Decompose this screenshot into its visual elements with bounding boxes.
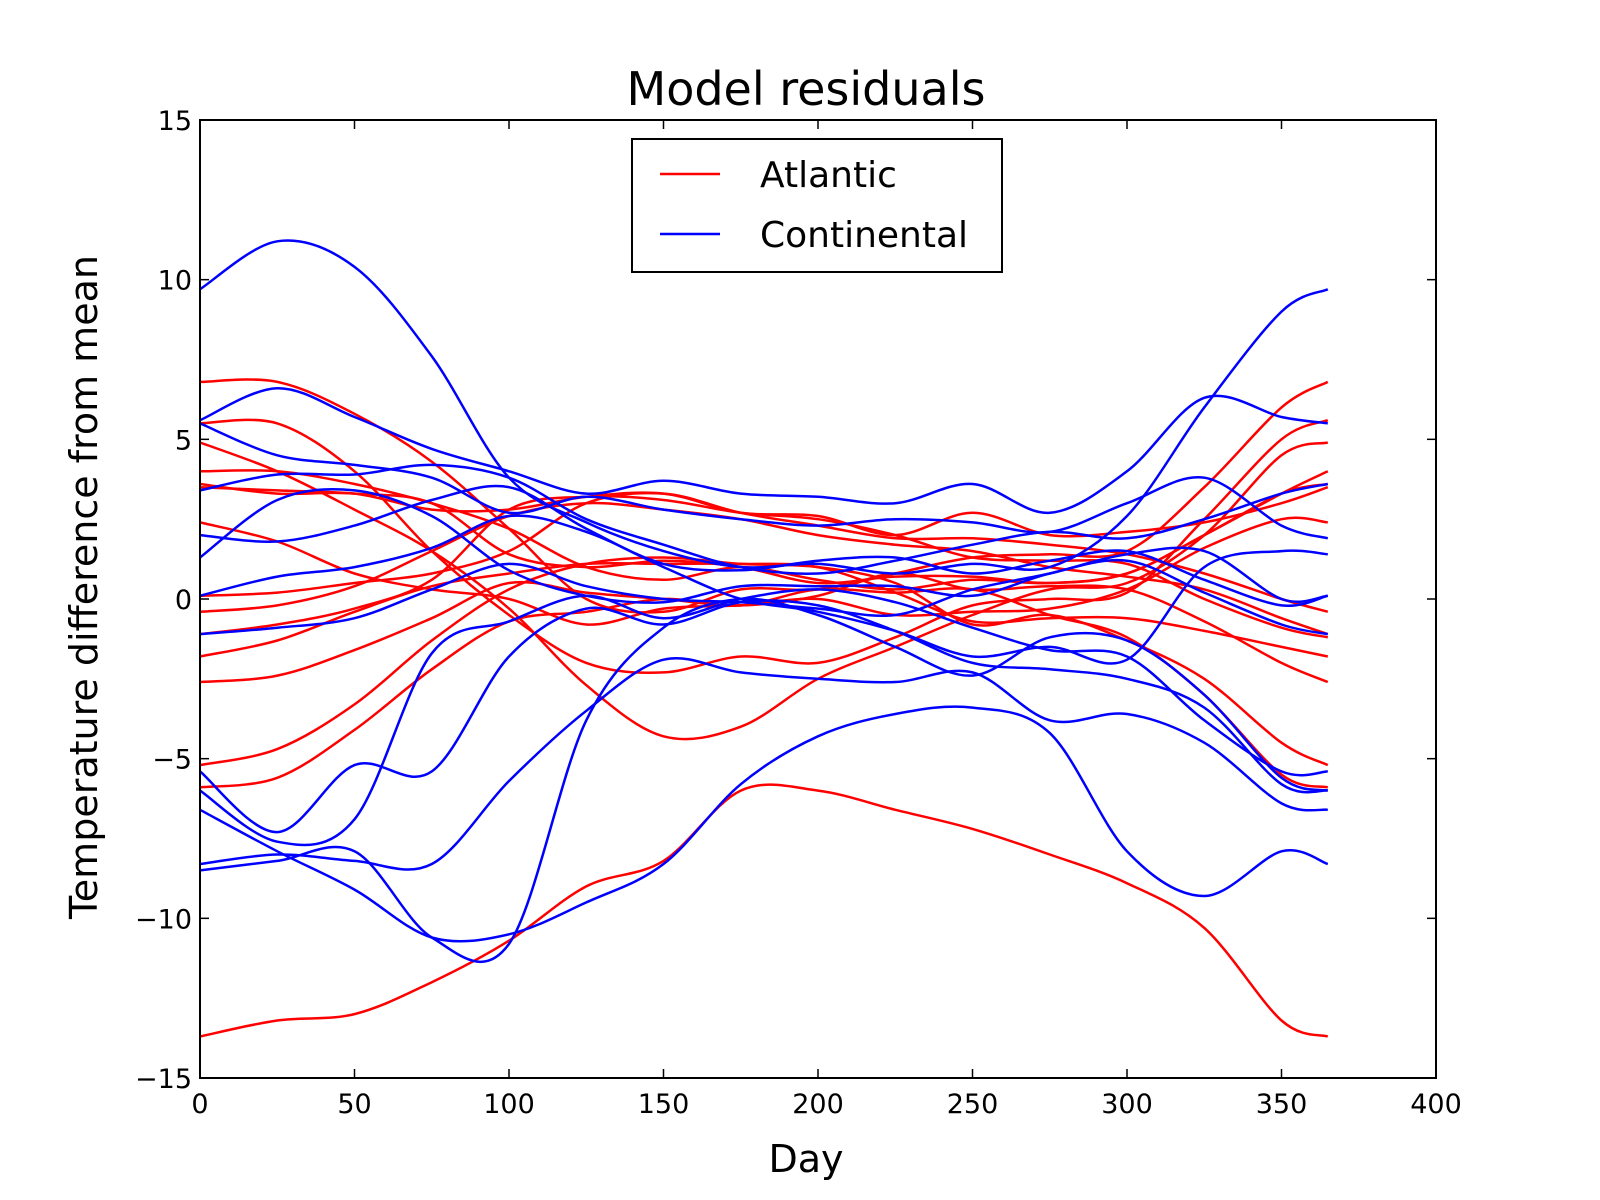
x-tick-label: 300 [1101, 1089, 1153, 1120]
series-line-continental-27 [199, 657, 1328, 871]
series-line-continental-22 [199, 514, 1328, 665]
y-tick-label: 5 [175, 425, 192, 456]
series-line-atlantic-15 [199, 783, 1329, 1038]
y-tick-label: −5 [152, 745, 192, 776]
y-tick-label: 10 [158, 266, 192, 297]
series-line-continental-25 [199, 588, 1328, 847]
plot-frame [199, 119, 1437, 1079]
series-line-atlantic-1 [199, 378, 1329, 614]
chart-title: Model residuals [627, 62, 986, 116]
x-tick-label: 50 [337, 1089, 371, 1120]
x-tick-label: 100 [483, 1089, 535, 1120]
series-line-continental-26 [199, 705, 1329, 943]
y-tick-label: 0 [175, 585, 192, 616]
x-tick-label: 150 [638, 1089, 690, 1120]
legend-box [631, 138, 1003, 273]
x-tick-label: 400 [1410, 1089, 1462, 1120]
x-tick-label: 350 [1256, 1089, 1308, 1120]
series-line-atlantic-3 [199, 441, 1329, 741]
series-line-continental-17 [199, 386, 1328, 515]
y-tick-label: 15 [158, 106, 192, 137]
series-line-continental-21 [199, 487, 1329, 636]
series-line-atlantic-5 [199, 482, 1329, 538]
y-axis-label: Temperature difference from mean [62, 255, 106, 920]
series-line-continental-19 [199, 463, 1329, 575]
series-line-continental-20 [199, 484, 1329, 608]
x-tick-label: 250 [947, 1089, 999, 1120]
series-line-continental-23 [199, 546, 1328, 636]
series-line-continental-24 [199, 599, 1328, 834]
y-tick-label: −10 [135, 904, 192, 935]
series-layer [199, 239, 1329, 1038]
ticks-layer: 0 50 100 150 200 250 300 350 400 −15 −10 −5 0 5 10 15 [135, 106, 1462, 1120]
x-axis-label: Day [768, 1137, 843, 1181]
y-tick-label: −15 [135, 1064, 192, 1095]
series-line-atlantic-6 [199, 482, 1329, 585]
legend: Atlantic Continental [631, 138, 1003, 273]
series-line-atlantic-2 [199, 418, 1329, 674]
x-tick-label: 0 [191, 1089, 208, 1120]
series-line-continental-28 [199, 597, 1329, 964]
series-line-atlantic-9 [199, 501, 1329, 636]
x-tick-label: 200 [792, 1089, 844, 1120]
legend-label-continental: Continental [760, 215, 968, 256]
legend-label-atlantic: Atlantic [760, 155, 897, 196]
